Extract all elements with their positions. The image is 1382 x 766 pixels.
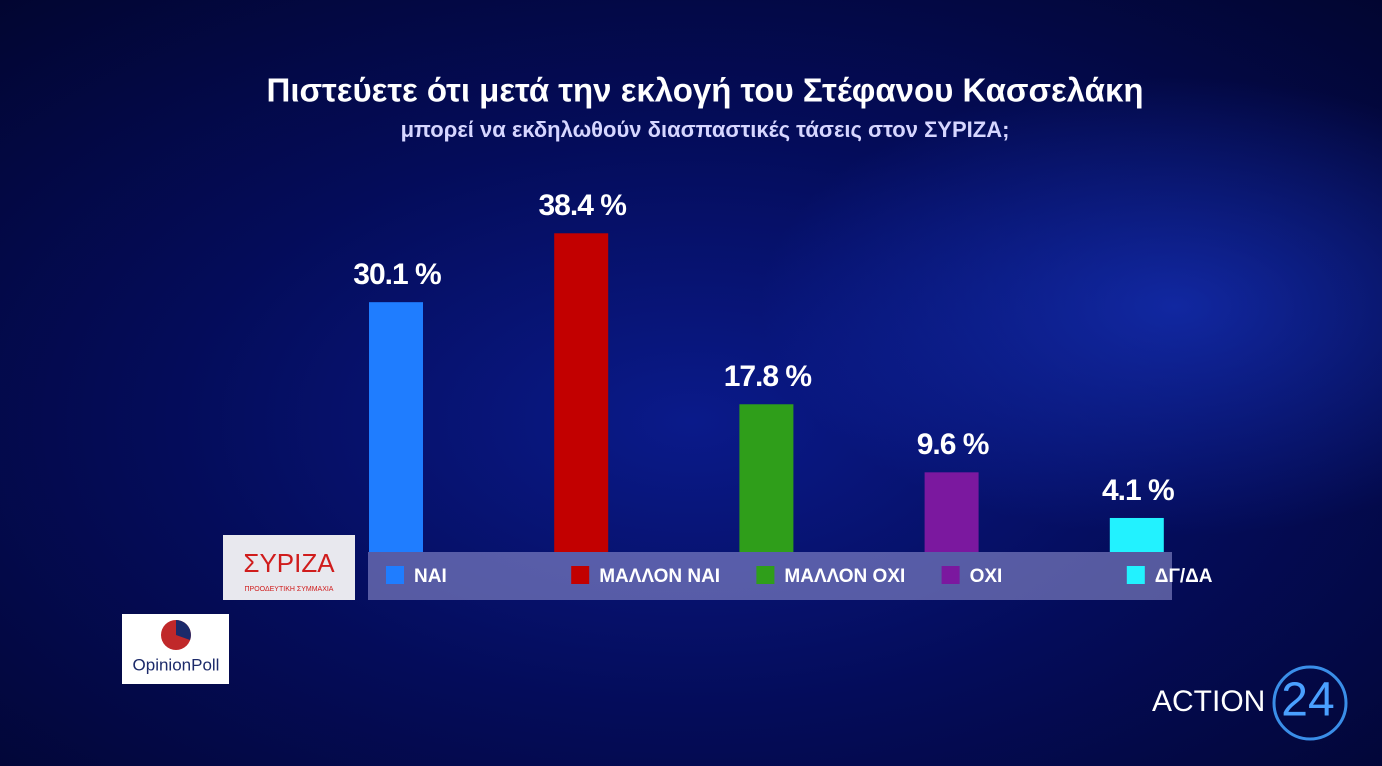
pollster-name: OpinionPoll: [133, 655, 220, 674]
chart-title: Πιστεύετε ότι μετά την εκλογή του Στέφαν…: [266, 72, 1143, 109]
channel-ring: [1272, 665, 1348, 741]
value-label: 17.8 %: [724, 360, 812, 393]
channel-number: 24: [1281, 674, 1334, 727]
legend-swatch: [386, 566, 404, 584]
bar: [554, 233, 609, 552]
chart-subtitle: μπορεί να εκδηλωθούν διασπαστικές τάσεις…: [401, 117, 1010, 142]
legend-swatch: [571, 566, 590, 584]
value-label: 30.1 %: [353, 258, 441, 291]
party-logo: ΣΥΡΙΖΑ ΠΡΟΟΔΕΥΤΙΚΗ ΣΥΜΜΑΧΙΑ: [223, 535, 355, 600]
legend-label: ΔΓ/ΔΑ: [1155, 566, 1213, 587]
legend-label: ΜΑΛΛΟΝ ΟΧΙ: [784, 566, 905, 587]
legend-label: ΟΧΙ: [970, 566, 1003, 587]
legend-label: ΜΑΛΛΟΝ ΝΑΙ: [599, 566, 720, 587]
legend-swatch: [1126, 566, 1145, 584]
party-tagline: ΠΡΟΟΔΕΥΤΙΚΗ ΣΥΜΜΑΧΙΑ: [245, 586, 334, 593]
channel-logo: ACTION 24: [1152, 665, 1348, 741]
value-label: 4.1 %: [1102, 474, 1174, 507]
legend-swatch: [941, 566, 960, 584]
bar: [1109, 517, 1164, 552]
bar: [924, 472, 979, 552]
legend-label: ΝΑΙ: [414, 566, 447, 587]
bar: [369, 302, 423, 552]
pollster-icon-slice: [176, 620, 191, 640]
bar: [739, 404, 794, 552]
value-label: 38.4 %: [538, 189, 626, 222]
pollster-logo: OpinionPoll: [122, 614, 229, 684]
channel-name: ACTION: [1152, 685, 1265, 718]
party-logo-box: [223, 535, 355, 600]
value-label: 9.6 %: [917, 428, 989, 461]
legend-swatch: [756, 566, 775, 584]
party-name: ΣΥΡΙΖΑ: [243, 548, 335, 578]
